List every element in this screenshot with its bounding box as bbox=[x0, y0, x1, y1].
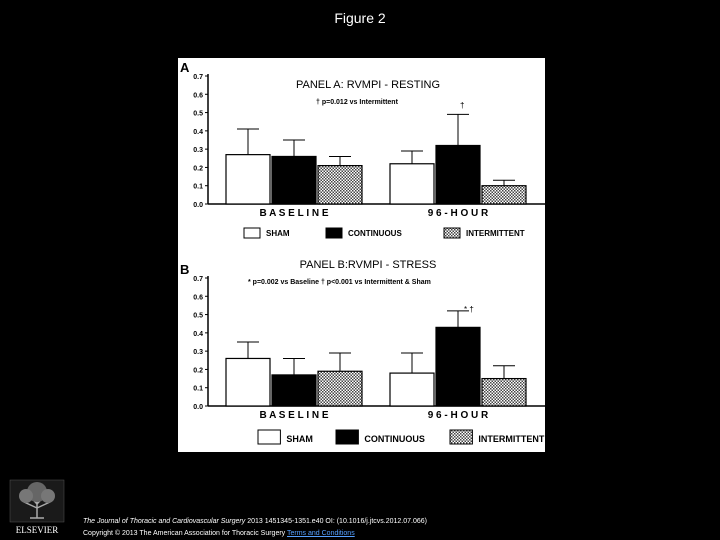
copyright-line: Copyright © 2013 The American Associatio… bbox=[83, 528, 427, 540]
annotation-note: * p=0.002 vs Baseline † p<0.001 vs Inter… bbox=[248, 279, 431, 286]
y-tick-label: 0.6 bbox=[193, 92, 203, 99]
y-tick-label: 0.7 bbox=[193, 74, 203, 81]
citation-text: 2013 1451345-1351.e40 OI: (10.1016/j.jtc… bbox=[245, 518, 427, 525]
y-tick-label: 0.2 bbox=[193, 165, 203, 172]
elsevier-logo: ELSEVIER bbox=[9, 479, 65, 535]
chart-title: PANEL B:RVMPI - STRESS bbox=[300, 259, 437, 271]
bar-continuous bbox=[271, 155, 317, 205]
y-tick-label: 0.7 bbox=[193, 276, 203, 283]
x-category-label: B A S E L I N E bbox=[259, 208, 328, 219]
legend-swatch bbox=[449, 429, 473, 445]
y-tick-label: 0.1 bbox=[193, 386, 203, 393]
legend-label: SHAM bbox=[266, 229, 290, 238]
bar-sham bbox=[225, 357, 271, 407]
legend-swatch bbox=[257, 429, 281, 445]
panel-letter: B bbox=[180, 262, 189, 277]
significance-marker: * † bbox=[464, 305, 474, 314]
annotation-note: † p=0.012 vs Intermittent bbox=[316, 99, 399, 106]
x-category-label: 9 6 - H O U R bbox=[428, 208, 489, 219]
logo-wordmark: ELSEVIER bbox=[16, 525, 59, 535]
x-category-label: 9 6 - H O U R bbox=[428, 410, 489, 421]
legend-swatch bbox=[325, 227, 343, 239]
y-tick-label: 0.0 bbox=[193, 202, 203, 209]
x-category-label: B A S E L I N E bbox=[259, 410, 328, 421]
bar-intermittent bbox=[317, 370, 363, 407]
bar-intermittent bbox=[481, 377, 527, 407]
journal-name: The Journal of Thoracic and Cardiovascul… bbox=[83, 518, 246, 525]
panel-letter: A bbox=[180, 60, 190, 75]
legend-swatch bbox=[335, 429, 359, 445]
citation-line: The Journal of Thoracic and Cardiovascul… bbox=[83, 516, 427, 528]
y-tick-label: 0.3 bbox=[193, 349, 203, 356]
chart-title: PANEL A: RVMPI - RESTING bbox=[296, 79, 440, 91]
y-tick-label: 0.5 bbox=[193, 313, 203, 320]
footer: The Journal of Thoracic and Cardiovascul… bbox=[83, 516, 427, 540]
legend-swatch bbox=[243, 227, 261, 239]
legend-label: INTERMITTENT bbox=[478, 434, 544, 444]
y-tick-label: 0.1 bbox=[193, 184, 203, 191]
bar-sham bbox=[225, 154, 271, 205]
terms-link[interactable]: Terms and Conditions bbox=[287, 530, 355, 537]
chart-svg: A PANEL A: RVMPI - RESTING † p=0.012 vs In… bbox=[180, 60, 545, 445]
figure-panel: A PANEL A: RVMPI - RESTING † p=0.012 vs In… bbox=[178, 58, 545, 452]
y-tick-label: 0.2 bbox=[193, 367, 203, 374]
significance-marker: † bbox=[460, 101, 464, 110]
y-tick-label: 0.4 bbox=[193, 129, 203, 136]
bar-continuous bbox=[271, 374, 317, 407]
bar-intermittent bbox=[317, 164, 363, 205]
bar-intermittent bbox=[481, 185, 527, 205]
y-tick-label: 0.6 bbox=[193, 294, 203, 301]
y-tick-label: 0.5 bbox=[193, 111, 203, 118]
y-tick-label: 0.0 bbox=[193, 404, 203, 411]
y-tick-label: 0.3 bbox=[193, 147, 203, 154]
legend-label: INTERMITTENT bbox=[466, 229, 525, 238]
page-title: Figure 2 bbox=[334, 10, 386, 26]
copyright-text: Copyright © 2013 The American Associatio… bbox=[83, 530, 286, 537]
legend-label: CONTINUOUS bbox=[364, 434, 425, 444]
legend-label: SHAM bbox=[286, 434, 313, 444]
bar-sham bbox=[389, 163, 435, 205]
bar-continuous bbox=[435, 326, 481, 407]
y-tick-label: 0.4 bbox=[193, 331, 203, 338]
legend-label: CONTINUOUS bbox=[348, 229, 402, 238]
bar-continuous bbox=[435, 144, 481, 205]
legend-swatch bbox=[443, 227, 461, 239]
bar-sham bbox=[389, 372, 435, 407]
